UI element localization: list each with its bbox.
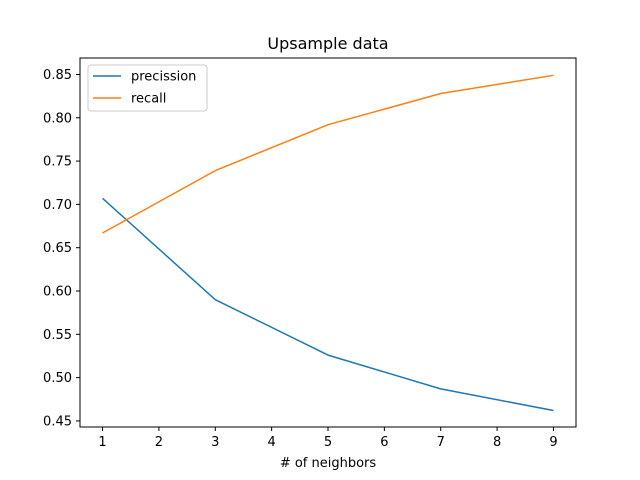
series-line-precission: [102, 197, 554, 412]
x-tick-label: 2: [155, 435, 163, 450]
series-line-recall: [102, 74, 554, 234]
x-tick-label: 4: [267, 435, 275, 450]
legend-item-recall: recall: [93, 92, 166, 107]
x-tick-label: 9: [549, 435, 557, 450]
y-tick-label: 0.80: [43, 111, 72, 126]
y-tick-label: 0.85: [43, 68, 72, 83]
plot-area: [79, 57, 577, 428]
y-tick-label: 0.50: [43, 371, 72, 386]
x-tick-label: 5: [324, 435, 332, 450]
axes-frame: [79, 57, 577, 428]
legend-item-precission: precission: [93, 70, 196, 85]
y-tick-label: 0.45: [43, 414, 72, 429]
x-axis-label: # of neighbors: [280, 456, 377, 471]
x-axis: 1 2 3 4 5 6 7 8 9: [98, 427, 558, 450]
y-tick-label: 0.60: [43, 285, 72, 300]
legend-label: recall: [131, 92, 166, 107]
legend-label: precission: [131, 70, 196, 85]
chart-title: Upsample data: [267, 34, 388, 53]
legend: precission recall: [87, 64, 208, 112]
x-tick-label: 6: [380, 435, 388, 450]
x-tick-label: 1: [98, 435, 106, 450]
x-tick-label: 3: [211, 435, 219, 450]
y-tick-label: 0.65: [43, 241, 72, 256]
y-axis: 0.45 0.50 0.55 0.60 0.65 0.70 0.75 0.80 0.85: [43, 68, 80, 429]
x-tick-label: 8: [493, 435, 501, 450]
y-tick-label: 0.70: [43, 198, 72, 213]
series-layer: [102, 74, 554, 412]
x-tick-label: 7: [437, 435, 445, 450]
y-tick-label: 0.55: [43, 328, 72, 343]
y-tick-label: 0.75: [43, 155, 72, 170]
